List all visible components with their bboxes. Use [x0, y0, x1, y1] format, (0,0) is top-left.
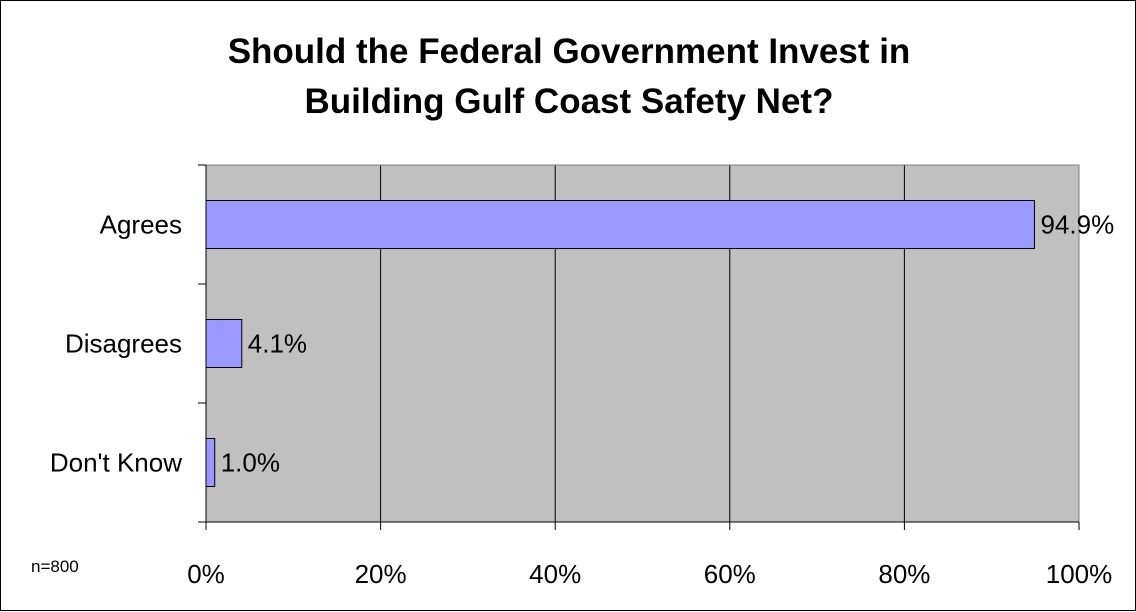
data-label: 94.9%	[1040, 210, 1114, 240]
chart-title: Should the Federal Government Invest in …	[1, 27, 1136, 127]
bar	[205, 319, 243, 368]
category-label: Agrees	[100, 210, 182, 240]
x-tick-label: 80%	[878, 559, 930, 589]
category-label: Disagrees	[65, 329, 182, 359]
chart-title-line-1: Should the Federal Government Invest in	[227, 32, 911, 71]
x-tick-label: 0%	[187, 559, 225, 589]
bar	[205, 438, 216, 487]
chart-title-line-2: Building Gulf Coast Safety Net?	[304, 82, 834, 121]
bar	[205, 200, 1035, 249]
x-tick-label: 40%	[529, 559, 581, 589]
data-label: 4.1%	[248, 329, 307, 359]
x-tick-label: 60%	[704, 559, 756, 589]
x-tick-label: 100%	[1046, 559, 1113, 589]
data-label: 1.0%	[221, 448, 280, 478]
category-label: Don't Know	[50, 448, 182, 478]
x-tick-label: 20%	[355, 559, 407, 589]
sample-size-note: n=800	[31, 557, 79, 576]
